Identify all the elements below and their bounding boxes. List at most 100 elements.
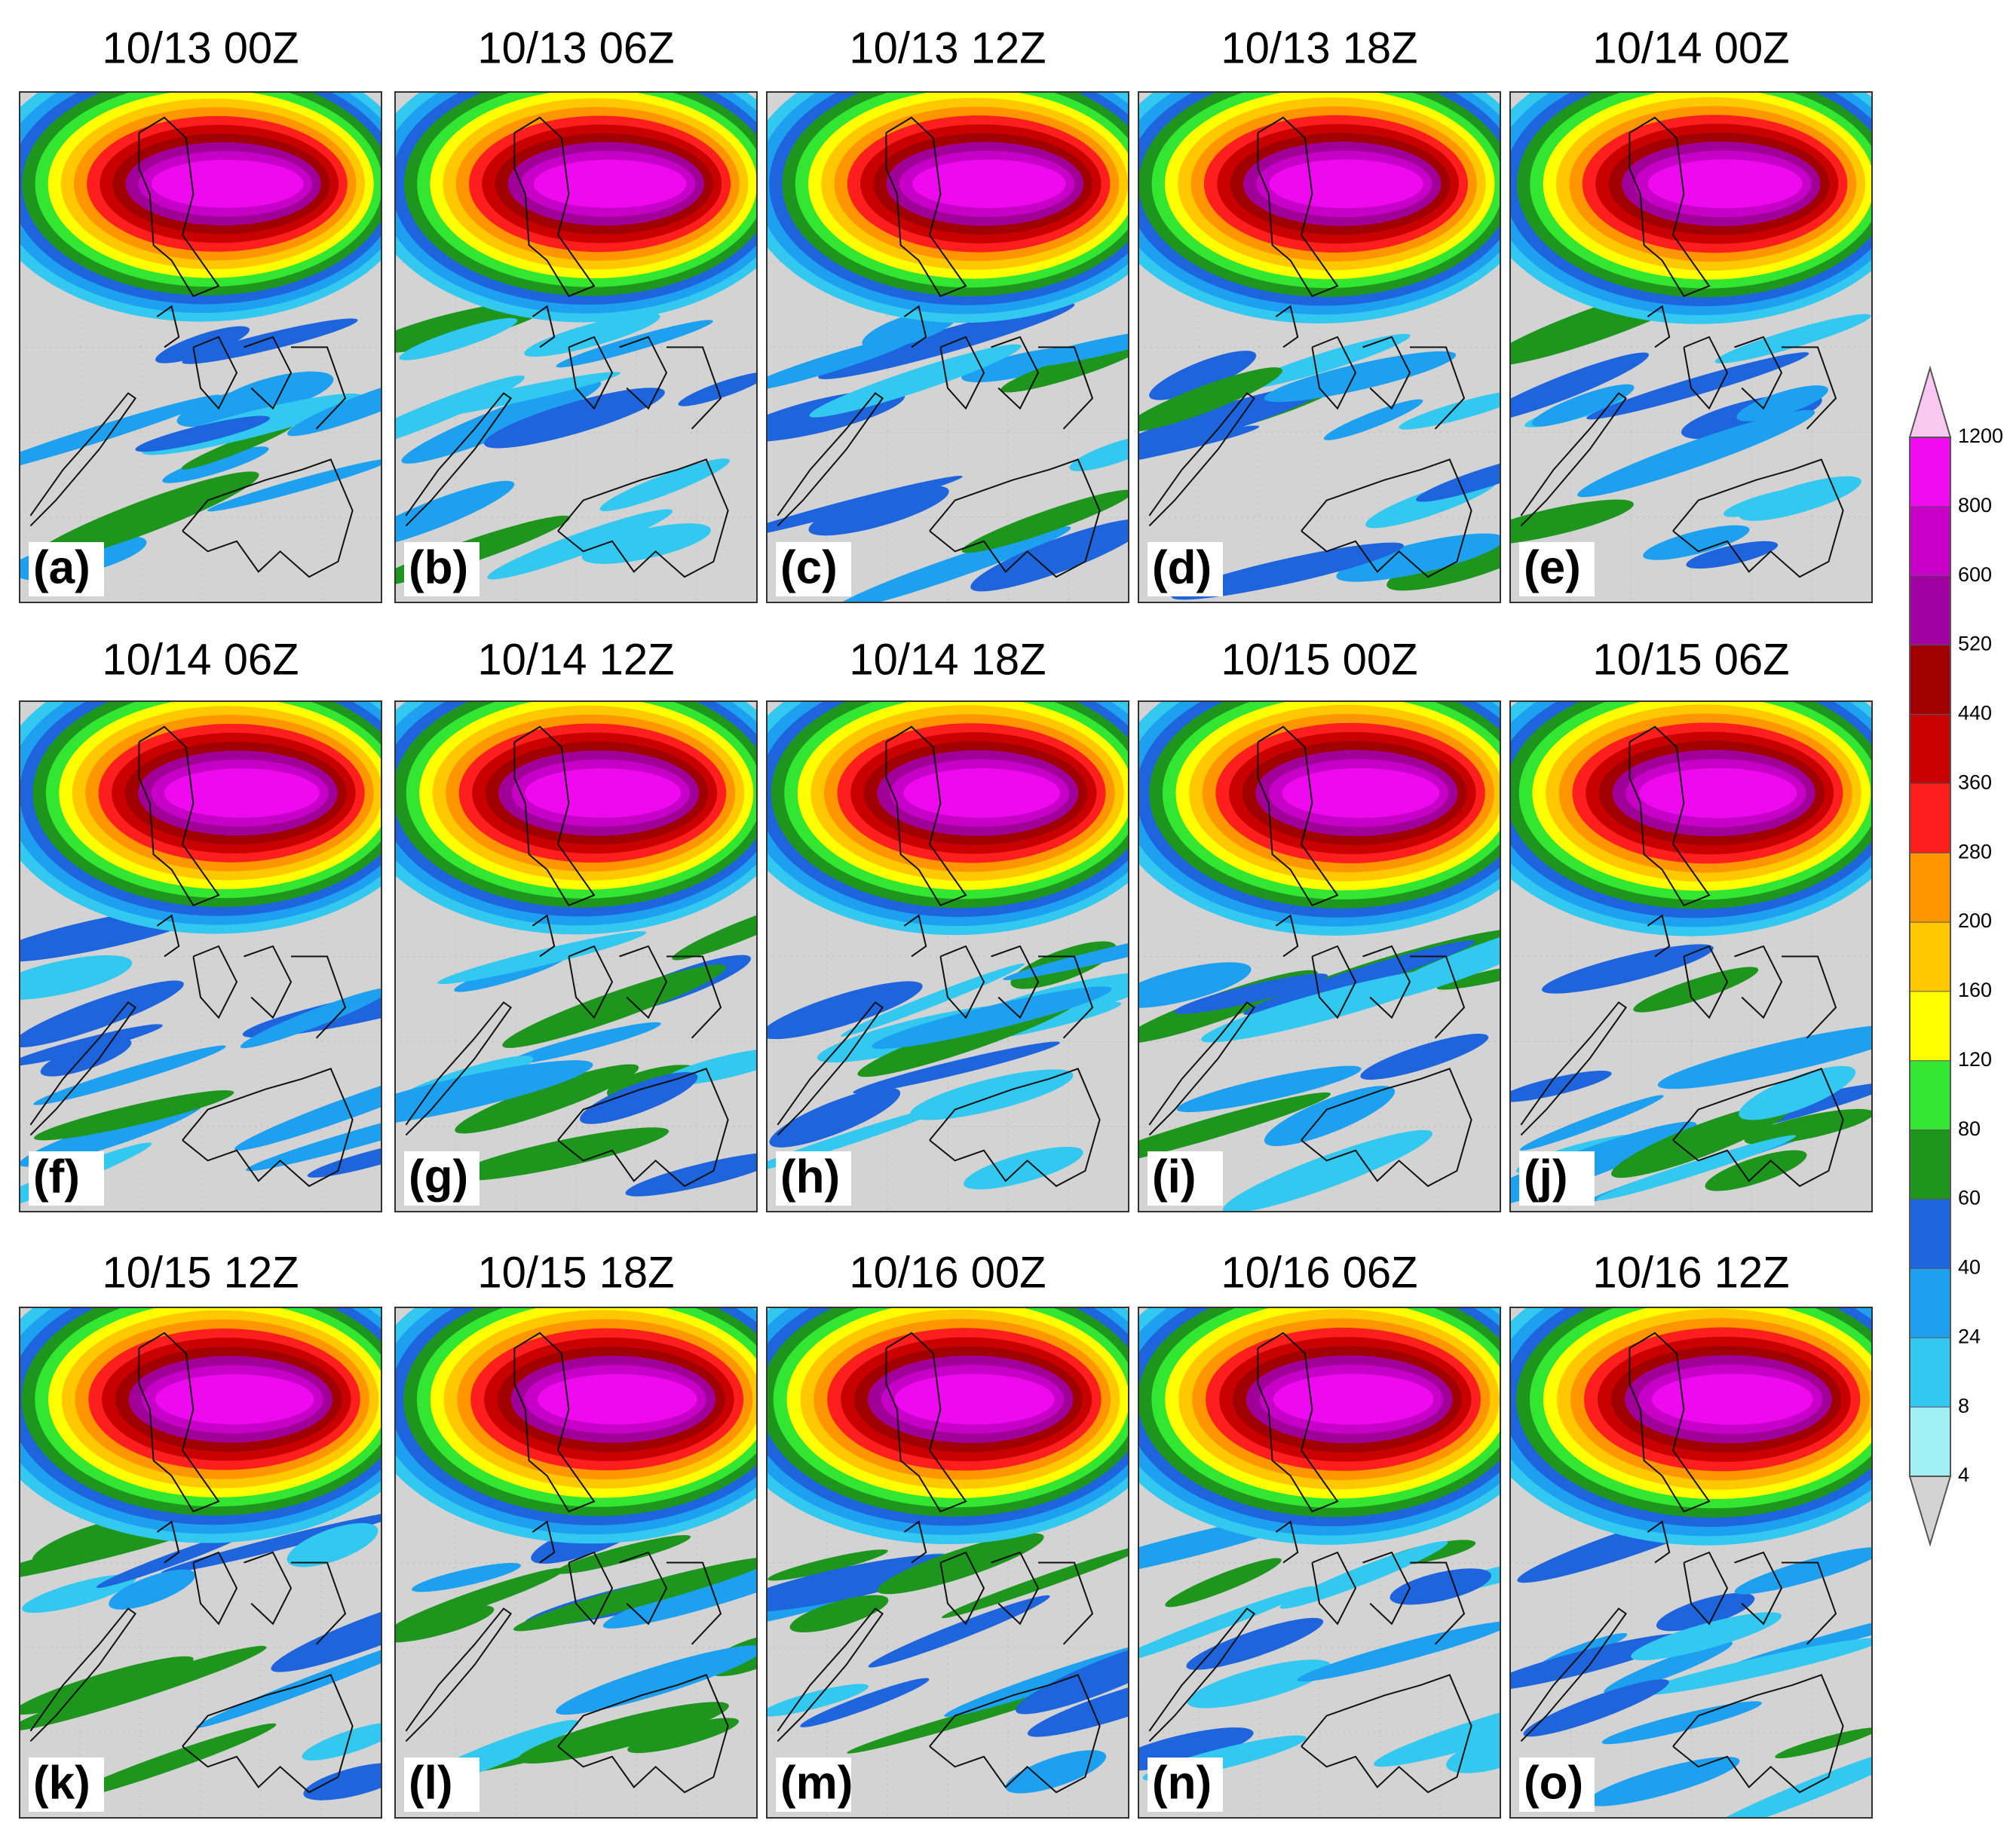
label-box	[1147, 1151, 1223, 1206]
rain-band	[961, 489, 1129, 553]
coastline	[182, 1068, 354, 1188]
panel-title: 10/16 00Z	[849, 1248, 1046, 1297]
storm-ring	[912, 159, 1066, 209]
rain-band	[29, 471, 259, 563]
coastline	[1683, 945, 1729, 1019]
storm-ring	[538, 1374, 697, 1425]
rain-band	[833, 526, 1071, 602]
rain-band	[1739, 476, 1861, 521]
panel-frame	[766, 1307, 1129, 1819]
label-box	[404, 542, 480, 596]
rain-band	[1297, 1621, 1500, 1682]
coastline	[1311, 1551, 1357, 1626]
rain-band	[581, 523, 711, 564]
coastline	[182, 1674, 354, 1794]
rain-band	[818, 302, 1075, 379]
coastline	[244, 945, 293, 1019]
rain-band	[286, 1523, 378, 1568]
coastline	[1038, 346, 1094, 430]
coastline	[885, 1332, 967, 1513]
rain-field	[395, 701, 757, 1212]
coastline	[532, 914, 556, 958]
coastline	[1672, 458, 1844, 578]
rain-band	[1138, 1586, 1314, 1666]
colorbar-label: 60	[1958, 1187, 1981, 1209]
rain-band	[401, 380, 602, 464]
panel-frame	[1138, 91, 1501, 603]
rain-band	[1186, 1617, 1324, 1670]
rain-band	[1686, 541, 1779, 569]
colorbar-label: 1200	[1958, 424, 2003, 447]
rain-band	[800, 1678, 930, 1727]
coastline	[1520, 1001, 1627, 1136]
coastline	[903, 914, 927, 958]
coastline	[1148, 1001, 1255, 1136]
rain-band	[556, 1645, 757, 1715]
rain-field	[1138, 92, 1500, 602]
panel-title: 10/15 00Z	[1221, 635, 1417, 684]
rain-band	[96, 1529, 253, 1588]
coastline	[929, 1674, 1101, 1794]
rain-band	[1611, 1102, 1793, 1178]
rain-band	[767, 336, 916, 391]
panel-label: (a)	[33, 541, 90, 593]
coastline	[244, 1551, 293, 1626]
coastline	[666, 1561, 722, 1645]
colorbar-segment	[1910, 783, 1950, 854]
rain-band	[181, 422, 296, 470]
rain-band	[877, 1533, 1044, 1595]
colorbar-segment	[1910, 991, 1950, 1061]
rain-band	[847, 1687, 1072, 1754]
label-box	[776, 1151, 851, 1206]
panel-frame	[394, 700, 758, 1212]
rain-band	[1149, 351, 1257, 400]
rain-field	[395, 92, 757, 602]
storm-ring	[894, 1374, 1055, 1425]
panel-frame	[1138, 1307, 1501, 1819]
coastline	[1647, 1520, 1671, 1564]
coastline	[156, 914, 180, 958]
coastline	[1275, 914, 1299, 958]
rain-band	[808, 485, 949, 536]
colorbar-label: 520	[1958, 633, 1992, 655]
rain-band	[678, 372, 757, 406]
storm-ring	[164, 768, 320, 818]
coastline	[513, 1332, 596, 1513]
rain-band	[1222, 1129, 1432, 1212]
coastline	[885, 725, 967, 907]
map-panel: 10/15 00Z (i)	[1138, 635, 1501, 1212]
rain-field	[1510, 1307, 1872, 1818]
rain-field	[20, 1307, 381, 1818]
coastline	[777, 392, 884, 527]
coastline	[557, 1674, 729, 1794]
panel-label: (n)	[1152, 1757, 1212, 1809]
panel-frame	[394, 91, 758, 603]
coastline	[1782, 346, 1837, 430]
coastline	[1782, 955, 1837, 1039]
coastline	[1629, 1332, 1711, 1513]
rain-band	[176, 385, 292, 428]
rain-band	[767, 476, 963, 540]
rain-field	[1138, 1307, 1500, 1818]
colorbar-label: 800	[1958, 494, 1992, 516]
colorbar-label: 600	[1958, 563, 1992, 586]
rain-band	[1596, 1135, 1797, 1201]
coastline	[1301, 1068, 1472, 1188]
rain-band	[1176, 1065, 1362, 1113]
coastline	[666, 955, 722, 1039]
coastline	[291, 955, 347, 1039]
rain-band	[1586, 352, 1809, 420]
rain-band	[1587, 1756, 1740, 1807]
rain-band	[1631, 1612, 1782, 1661]
rain-band	[20, 1524, 207, 1583]
map-panel: 10/13 12Z (c)	[766, 23, 1129, 603]
storm-ring	[534, 159, 687, 208]
colorbar-segment	[1910, 1407, 1950, 1476]
rain-band	[240, 988, 381, 1049]
rain-band	[395, 1604, 495, 1643]
panel-title: 10/13 06Z	[477, 23, 674, 72]
panel-label: (o)	[1524, 1757, 1583, 1809]
coastline	[532, 305, 556, 348]
rain-band	[868, 1595, 1050, 1668]
coastline	[1734, 1551, 1783, 1626]
